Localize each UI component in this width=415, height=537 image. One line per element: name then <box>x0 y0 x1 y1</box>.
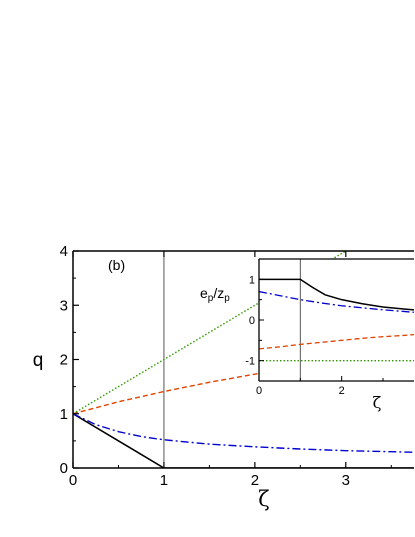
main-x-tick-label-2: 2 <box>251 472 259 489</box>
main-x-axis-label: ζ <box>258 487 269 511</box>
main-x-tick-label-3: 3 <box>342 472 350 489</box>
inset-series-group <box>259 278 414 362</box>
inset-x-tick-label-0: 0 <box>256 385 262 397</box>
main-x-tick-label-0: 0 <box>69 472 77 489</box>
inset-y-tick-label-2: -1 <box>245 356 255 368</box>
main-y-tick-label-3: 3 <box>60 297 68 314</box>
inset-plot: 0 2 1 0 -1 ep/zp ζ <box>200 258 414 412</box>
main-y-tick-label-1: 1 <box>60 406 68 423</box>
inset-y-tick-label-1: 0 <box>249 315 255 327</box>
main-y-tick-label-2: 2 <box>60 352 68 369</box>
main-series-line-1 <box>73 413 414 453</box>
main-y-tick-label-0: 0 <box>60 460 68 477</box>
inset-x-axis-label: ζ <box>373 393 382 412</box>
panel-label: (b) <box>108 257 125 273</box>
inset-series-line-0 <box>259 278 414 311</box>
inset-series-line-2 <box>259 333 414 350</box>
inset-y-tick-label-0: 1 <box>249 274 255 286</box>
main-series-line-0 <box>73 413 414 468</box>
inset-x-tick-label-1: 2 <box>339 385 345 397</box>
inset-series-line-1 <box>259 290 414 313</box>
main-y-axis-label: q <box>33 350 44 371</box>
main-y-tick-label-4: 4 <box>60 243 68 260</box>
inset-y-axis-label: ep/zp <box>200 285 230 304</box>
main-x-tick-label-1: 1 <box>160 472 168 489</box>
inset-background <box>259 259 414 381</box>
main-plot: 0 1 2 3 0 1 2 3 4 ζ q (b) <box>33 243 414 511</box>
